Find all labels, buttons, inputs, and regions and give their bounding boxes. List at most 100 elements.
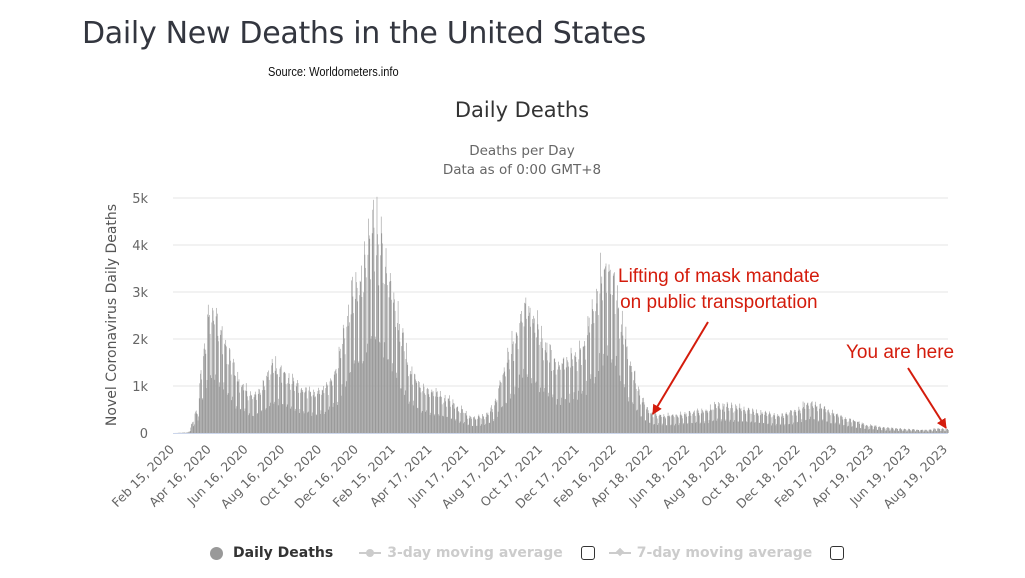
bar-daily-deaths[interactable] (488, 415, 489, 433)
bar-daily-deaths[interactable] (341, 395, 342, 433)
bar-daily-deaths[interactable] (703, 412, 704, 433)
bar-daily-deaths[interactable] (403, 351, 405, 433)
bar-daily-deaths[interactable] (642, 398, 644, 433)
bar-daily-deaths[interactable] (764, 414, 765, 433)
bar-daily-deaths[interactable] (583, 346, 584, 434)
bar-daily-deaths[interactable] (829, 413, 830, 433)
bar-daily-deaths[interactable] (271, 358, 273, 433)
bar-daily-deaths[interactable] (871, 425, 873, 433)
bar-daily-deaths[interactable] (840, 414, 842, 433)
bar-daily-deaths[interactable] (215, 316, 217, 433)
bar-daily-deaths[interactable] (787, 414, 789, 433)
bar-daily-deaths[interactable] (318, 387, 319, 433)
bar-daily-deaths[interactable] (908, 428, 909, 433)
bar-daily-deaths[interactable] (506, 362, 508, 433)
bar-daily-deaths[interactable] (348, 304, 349, 433)
bar-daily-deaths[interactable] (765, 410, 766, 433)
bar-daily-deaths[interactable] (351, 276, 353, 433)
bar-daily-deaths[interactable] (675, 414, 677, 433)
bar-daily-deaths[interactable] (356, 287, 358, 433)
bar-daily-deaths[interactable] (289, 383, 290, 433)
bar-daily-deaths[interactable] (599, 353, 600, 433)
bar-daily-deaths[interactable] (280, 367, 281, 433)
bar-daily-deaths[interactable] (226, 364, 228, 433)
bar-daily-deaths[interactable] (254, 391, 256, 433)
bar-daily-deaths[interactable] (322, 390, 324, 433)
bar-daily-deaths[interactable] (538, 344, 540, 433)
bar-daily-deaths[interactable] (740, 409, 741, 433)
bar-daily-deaths[interactable] (646, 407, 648, 433)
bar-daily-deaths[interactable] (275, 356, 277, 433)
bar-daily-deaths[interactable] (446, 406, 447, 433)
bar-daily-deaths[interactable] (782, 413, 783, 433)
bar-daily-deaths[interactable] (223, 382, 225, 433)
bar-daily-deaths[interactable] (373, 199, 374, 433)
bar-daily-deaths[interactable] (891, 427, 892, 433)
bar-daily-deaths[interactable] (856, 427, 857, 433)
bar-daily-deaths[interactable] (651, 414, 653, 433)
bar-daily-deaths[interactable] (258, 388, 260, 433)
bar-daily-deaths[interactable] (441, 397, 442, 433)
bar-daily-deaths[interactable] (418, 381, 419, 433)
bar-daily-deaths[interactable] (363, 292, 365, 433)
bar-daily-deaths[interactable] (229, 349, 231, 433)
bar-daily-deaths[interactable] (734, 411, 736, 433)
bar-daily-deaths[interactable] (671, 414, 673, 433)
bar-daily-deaths[interactable] (570, 367, 571, 433)
bar-daily-deaths[interactable] (224, 343, 225, 433)
bar-daily-deaths[interactable] (220, 329, 222, 433)
bar-daily-deaths[interactable] (760, 410, 762, 433)
bar-daily-deaths[interactable] (474, 416, 475, 433)
bar-daily-deaths[interactable] (411, 366, 413, 434)
bar-daily-deaths[interactable] (736, 405, 738, 433)
bar-daily-deaths[interactable] (271, 365, 272, 433)
bar-daily-deaths[interactable] (659, 414, 660, 433)
bar-daily-deaths[interactable] (448, 398, 450, 433)
bar-daily-deaths[interactable] (220, 334, 221, 433)
bar-daily-deaths[interactable] (859, 423, 861, 433)
bar-daily-deaths[interactable] (221, 330, 222, 433)
bar-daily-deaths[interactable] (887, 427, 888, 433)
bar-daily-deaths[interactable] (931, 430, 932, 433)
bar-daily-deaths[interactable] (576, 371, 578, 433)
bar-daily-deaths[interactable] (785, 412, 787, 433)
bar-daily-deaths[interactable] (609, 269, 611, 433)
bar-daily-deaths[interactable] (769, 413, 771, 433)
bar-daily-deaths[interactable] (512, 341, 514, 433)
bar-daily-deaths[interactable] (554, 358, 556, 433)
bar-daily-deaths[interactable] (921, 429, 923, 433)
bar-daily-deaths[interactable] (662, 416, 664, 433)
bar-daily-deaths[interactable] (890, 430, 891, 433)
bar-daily-deaths[interactable] (806, 404, 807, 433)
bar-daily-deaths[interactable] (390, 281, 392, 433)
bar-daily-deaths[interactable] (406, 342, 407, 433)
bar-daily-deaths[interactable] (285, 373, 286, 433)
bar-daily-deaths[interactable] (373, 227, 375, 433)
bar-daily-deaths[interactable] (667, 412, 669, 433)
bar-daily-deaths[interactable] (423, 386, 425, 433)
bar-daily-deaths[interactable] (778, 415, 779, 433)
bar-daily-deaths[interactable] (713, 409, 715, 433)
bar-daily-deaths[interactable] (394, 310, 396, 433)
bar-daily-deaths[interactable] (412, 405, 414, 433)
bar-daily-deaths[interactable] (762, 413, 763, 433)
bar-daily-deaths[interactable] (354, 360, 355, 433)
bar-daily-deaths[interactable] (826, 421, 828, 433)
bar-daily-deaths[interactable] (574, 355, 575, 433)
bar-daily-deaths[interactable] (658, 415, 660, 433)
bar-daily-deaths[interactable] (755, 413, 757, 433)
bar-daily-deaths[interactable] (344, 338, 345, 433)
bar-daily-deaths[interactable] (634, 370, 636, 433)
bar-daily-deaths[interactable] (940, 430, 941, 433)
bar-daily-deaths[interactable] (380, 216, 382, 433)
bar-daily-deaths[interactable] (899, 428, 901, 433)
bar-daily-deaths[interactable] (827, 410, 829, 433)
bar-daily-deaths[interactable] (733, 421, 735, 433)
bar-daily-deaths[interactable] (850, 419, 851, 433)
bar-daily-deaths[interactable] (788, 423, 790, 433)
bar-daily-deaths[interactable] (798, 406, 800, 433)
bar-daily-deaths[interactable] (298, 392, 299, 433)
bar-daily-deaths[interactable] (285, 384, 287, 433)
bar-daily-deaths[interactable] (423, 383, 424, 433)
bar-daily-deaths[interactable] (372, 209, 374, 433)
